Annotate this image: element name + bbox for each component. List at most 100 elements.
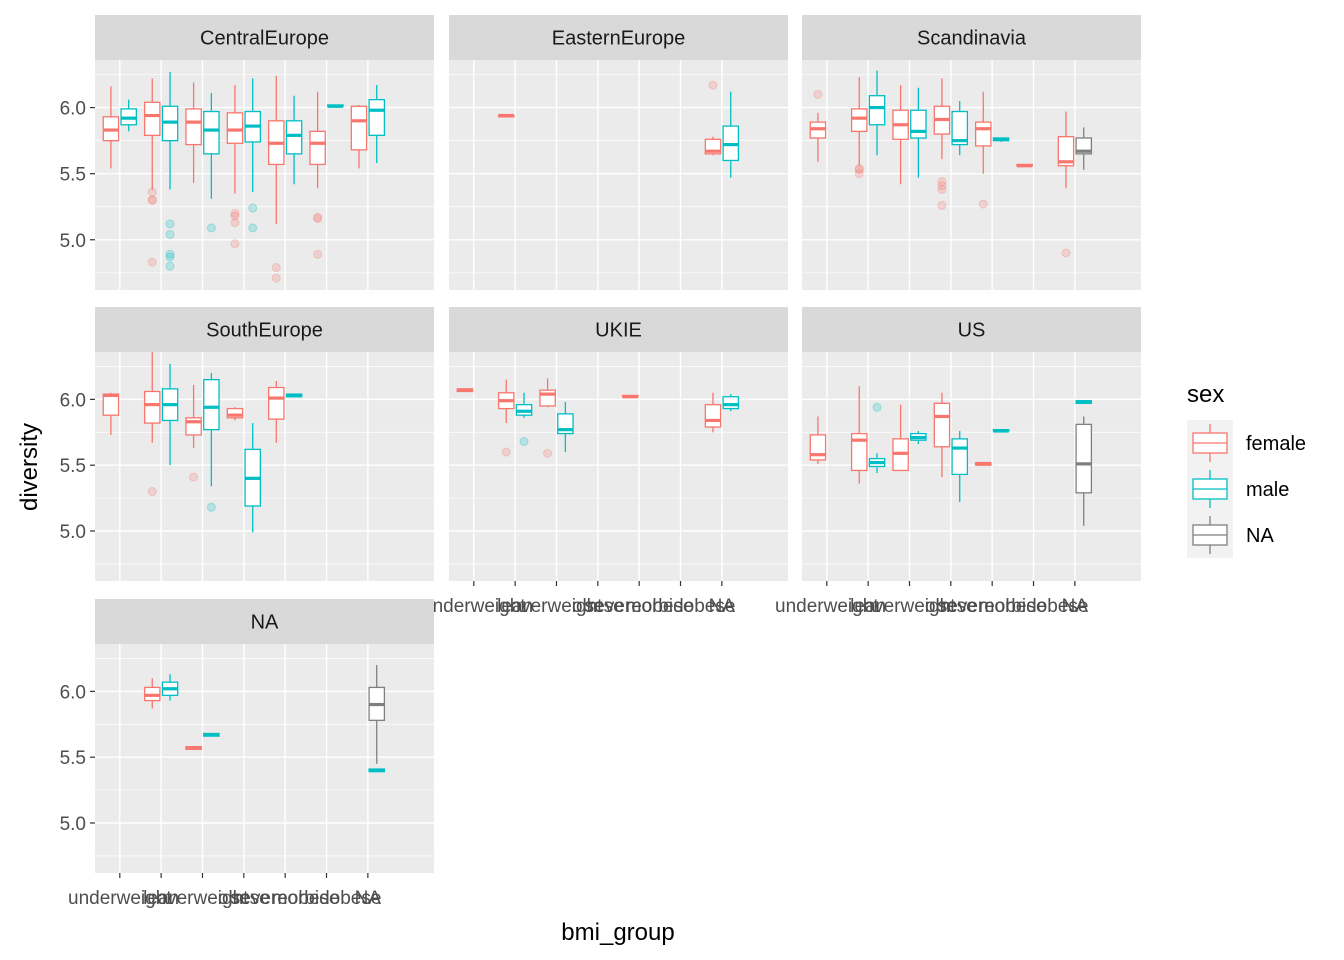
x-tick-label: NA — [709, 596, 736, 617]
box-iqr — [143, 101, 161, 136]
y-tick-label: 5.5 — [60, 165, 86, 186]
outlier-point — [147, 187, 157, 197]
x-tick-label: obese — [218, 888, 270, 909]
boxplot-box — [244, 78, 262, 233]
boxplot-box — [892, 85, 909, 185]
boxplot-box — [850, 386, 868, 484]
x-tick-label: NA — [355, 888, 382, 909]
x-tick-label: severeobese — [231, 888, 340, 909]
boxplot-box — [621, 394, 639, 399]
boxplot-box — [456, 388, 474, 393]
legend-label: NA — [1246, 525, 1274, 547]
boxplot-box — [185, 384, 202, 482]
boxplot-box — [244, 423, 262, 533]
boxplot-box — [1016, 163, 1033, 168]
box-iqr — [185, 108, 202, 146]
outlier-point — [189, 472, 199, 482]
box-iqr — [1057, 136, 1075, 167]
boxplot-box — [951, 100, 969, 156]
box-iqr — [309, 130, 326, 166]
boxplot-box — [368, 85, 386, 164]
outlier-point — [854, 169, 864, 179]
boxplot-box — [285, 95, 303, 185]
outlier-point — [937, 185, 947, 195]
panel-background — [449, 352, 788, 581]
boxplot-box — [203, 732, 220, 737]
outlier-point — [206, 502, 216, 512]
box-iqr — [951, 438, 969, 476]
x-tick-label: obese — [925, 596, 977, 617]
y-axis-title: diversity — [16, 423, 43, 511]
boxplot-box — [368, 665, 386, 764]
boxplot-box — [809, 416, 827, 464]
x-tick-label: severeobese — [938, 596, 1047, 617]
boxplot-box — [992, 137, 1010, 142]
outlier-point — [147, 257, 157, 267]
box-iqr — [226, 112, 244, 144]
boxplot-box — [722, 91, 740, 178]
facet-panel: UKIE underweightleanoverweightobesesevere… — [422, 307, 788, 617]
facet-panel: CentralEurope 5.0 5.5 6.0 — [60, 15, 434, 290]
boxplot-box — [809, 89, 827, 162]
x-tick-label: morbidobese — [979, 596, 1089, 617]
box-iqr — [722, 396, 740, 410]
x-tick-label: NA — [1062, 596, 1089, 617]
y-tick-label: 6.0 — [60, 390, 86, 411]
facet-strip — [95, 599, 434, 644]
legend-item: NA — [1187, 512, 1274, 558]
outlier-point — [271, 263, 281, 273]
facet-strip — [449, 307, 788, 352]
boxplot-box — [185, 746, 202, 750]
box-iqr — [868, 95, 886, 126]
boxplot-box — [497, 113, 515, 118]
boxplot-box — [974, 91, 992, 209]
boxplot-box — [557, 402, 574, 453]
legend-item: male — [1187, 466, 1289, 512]
outlier-point — [937, 177, 947, 187]
x-axis-title: bmi_group — [561, 919, 674, 946]
legend-item: female — [1187, 420, 1306, 466]
box-iqr — [285, 120, 303, 155]
outlier-point — [230, 208, 240, 218]
boxplot-box — [722, 394, 740, 412]
x-tick-label: underweight — [422, 596, 526, 617]
outlier-point — [206, 223, 216, 233]
boxplot-box — [327, 104, 344, 108]
boxplot-box — [368, 768, 386, 773]
y-tick-label: 5.0 — [60, 814, 86, 835]
panel-background — [449, 60, 788, 290]
x-tick-label: morbidobese — [626, 596, 736, 617]
boxplot-box — [951, 430, 969, 503]
outlier-point — [519, 436, 529, 446]
boxplot-box — [850, 77, 868, 179]
facet-strip-label: EasternEurope — [552, 28, 685, 50]
box-iqr — [203, 110, 220, 155]
boxplot-box — [933, 392, 951, 478]
outlier-point — [147, 487, 157, 497]
box-iqr — [951, 110, 969, 146]
boxplot-box — [1075, 416, 1093, 526]
box-iqr — [350, 105, 368, 151]
y-tick-label: 5.0 — [60, 231, 86, 252]
outlier-point — [165, 252, 175, 262]
outlier-point — [271, 273, 281, 283]
outlier-point — [708, 80, 718, 90]
outlier-point — [165, 249, 175, 259]
outlier-point — [165, 261, 175, 271]
y-tick-label: 5.5 — [60, 748, 86, 769]
boxplot-box — [143, 352, 161, 497]
y-tick-label: 6.0 — [60, 99, 86, 120]
boxplot-box — [102, 86, 120, 169]
boxplot-box — [102, 392, 120, 435]
boxplot-box — [226, 85, 244, 249]
outlier-point — [248, 223, 258, 233]
outlier-point — [230, 211, 240, 221]
outlier-point — [937, 181, 947, 191]
x-tick-label: underweight — [68, 888, 172, 909]
outlier-point — [165, 229, 175, 239]
boxplot-box — [226, 407, 244, 421]
outlier-point — [165, 219, 175, 229]
x-tick-label: overweight — [157, 888, 250, 909]
facet-strip-label: CentralEurope — [200, 28, 329, 50]
boxplot-box — [203, 373, 220, 512]
